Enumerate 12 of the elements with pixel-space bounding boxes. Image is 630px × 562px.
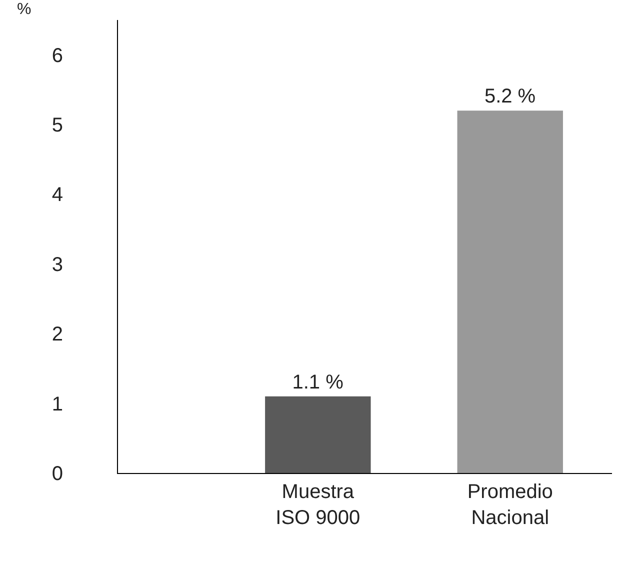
y-tick-label: 6 — [52, 44, 63, 67]
y-tick-label: 1 — [52, 393, 63, 416]
x-tick-label: Promedio Nacional — [467, 481, 553, 529]
data-label: 1.1 % — [292, 371, 344, 394]
y-tick-label: 2 — [52, 324, 63, 346]
data-label: 5.2 % — [484, 86, 536, 108]
y-tick-label: 4 — [52, 184, 63, 206]
y-tick-label: 0 — [52, 463, 63, 485]
y-tick-label: 3 — [52, 254, 63, 276]
x-tick-label: Muestra ISO 9000 — [276, 481, 360, 529]
y-axis-title: % — [17, 1, 32, 18]
y-tick-label: 5 — [52, 114, 63, 137]
